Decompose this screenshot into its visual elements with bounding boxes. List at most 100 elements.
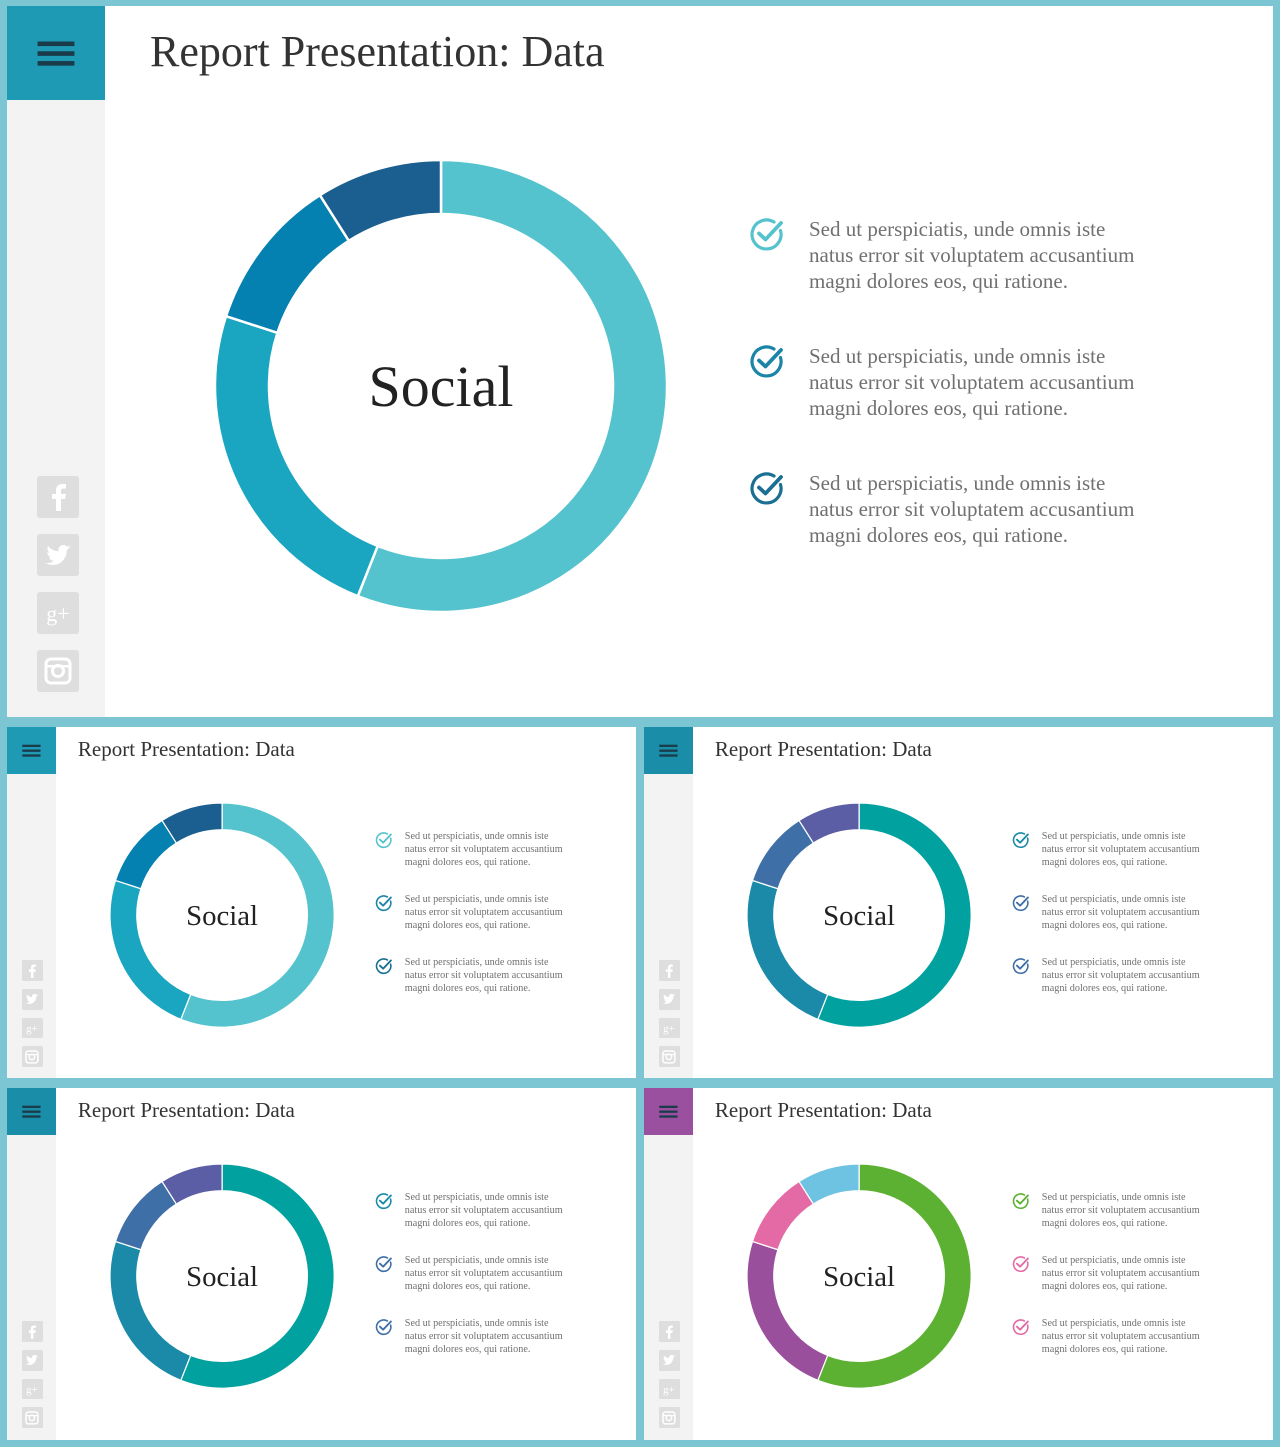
bullet-text-line: magni dolores eos, qui ratione. [404,1280,531,1292]
hamburger-menu-icon [657,1100,680,1123]
google-plus-icon[interactable]: g+ [21,1378,43,1400]
donut-segment [751,1180,815,1251]
menu-button[interactable] [7,727,56,774]
donut-center-label: Social [369,354,514,419]
slide-title: Report Presentation: Data [77,736,295,761]
bullet-text-line: natus error sit voluptatem accusantium [404,1267,563,1279]
bullet-text: Sed ut perspiciatis, unde omnis iste natu… [405,894,563,932]
bullet-item: Sed ut perspiciatis, unde omnis iste natu… [1011,830,1200,869]
svg-text:g+: g+ [46,601,69,626]
twitter-icon[interactable] [37,534,79,576]
google-plus-icon[interactable]: g+ [658,1378,680,1400]
donut-center-label: Social [823,1261,895,1293]
slide-title: Report Presentation: Data [77,1097,295,1122]
bullet-text-line: natus error sit voluptatem accusantium [809,243,1135,267]
bullet-list: Sed ut perspiciatis, unde omnis iste natu… [1011,1191,1259,1370]
facebook-icon[interactable] [21,1321,43,1342]
bullet-text-line: Sed ut perspiciatis, unde omnis iste [404,1192,549,1204]
instagram-icon[interactable] [21,1046,43,1068]
bullet-item: Sed ut perspiciatis, unde omnis iste natu… [374,893,563,932]
bullet-text-line: magni dolores eos, qui ratione. [404,919,531,931]
bullet-text: Sed ut perspiciatis, unde omnis iste natu… [809,216,1134,294]
slide-thumbnail-4[interactable]: Report Presentation: Data Social Sed ut pe… [644,1088,1273,1440]
instagram-icon[interactable] [658,1407,680,1429]
check-circle-icon [374,956,405,981]
donut-chart: Social [746,802,972,1029]
google-plus-icon[interactable]: g+ [658,1017,680,1039]
twitter-icon[interactable] [658,988,680,1010]
donut-segment [356,158,669,614]
donut-chart: Social [109,1163,335,1390]
bullet-item: Sed ut perspiciatis, unde omnis iste natu… [747,468,1134,548]
menu-button[interactable] [7,1088,56,1135]
facebook-icon[interactable] [658,1321,680,1342]
donut-segment [161,1163,223,1206]
hamburger-menu-icon [657,739,680,762]
bullet-text-line: natus error sit voluptatem accusantium [1041,1330,1200,1342]
bullet-text-line: magni dolores eos, qui ratione. [404,1343,531,1355]
donut-chart: Social [746,1163,972,1390]
slide-thumbnail-2[interactable]: Report Presentation: Data Social Sed ut pe… [644,727,1273,1078]
check-circle-icon [1011,1191,1042,1216]
svg-text:g+: g+ [663,1384,675,1396]
instagram-icon[interactable] [658,1046,680,1068]
donut-segment [224,193,351,335]
slide-title: Report Presentation: Data [714,1097,932,1122]
check-circle-icon [1011,830,1042,855]
instagram-icon[interactable] [21,1407,43,1429]
twitter-icon[interactable] [21,988,43,1010]
donut-center-label: Social [823,900,895,932]
bullet-text-line: natus error sit voluptatem accusantium [404,969,563,981]
bullet-text-line: Sed ut perspiciatis, unde omnis iste [1041,1318,1186,1330]
donut-segment [213,314,380,598]
donut-segment [318,158,443,243]
social-links: g+ [658,1321,680,1429]
bullet-text: Sed ut perspiciatis, unde omnis iste natu… [1042,1192,1200,1230]
facebook-icon[interactable] [37,476,79,518]
check-circle-icon [1011,1254,1042,1279]
instagram-icon[interactable] [37,650,79,692]
donut-chart: Social [213,158,669,614]
slide-main: Report Presentation: Data Social Sed ut pe… [7,6,1273,717]
bullet-text: Sed ut perspiciatis, unde omnis iste natu… [405,831,563,869]
bullet-text: Sed ut perspiciatis, unde omnis iste natu… [1042,957,1200,995]
social-links: g+ [21,1321,43,1429]
facebook-icon[interactable] [21,960,43,981]
bullet-text-line: Sed ut perspiciatis, unde omnis iste [1041,1255,1186,1267]
slide-thumbnail-1[interactable]: Report Presentation: Data Social Sed ut pe… [7,727,636,1078]
check-circle-icon [747,341,809,386]
menu-button[interactable] [644,1088,693,1135]
bullet-text-line: Sed ut perspiciatis, unde omnis iste [809,471,1106,495]
social-links: g+ [37,476,79,692]
menu-button[interactable] [644,727,693,774]
donut-segment [180,1163,335,1390]
twitter-icon[interactable] [658,1349,680,1371]
donut-chart: Social [109,802,335,1029]
donut-segment [161,802,223,845]
bullet-text-line: Sed ut perspiciatis, unde omnis iste [1041,957,1186,969]
google-plus-icon[interactable]: g+ [37,592,79,634]
bullet-text-line: natus error sit voluptatem accusantium [1041,843,1200,855]
social-links: g+ [658,960,680,1068]
bullet-text-line: natus error sit voluptatem accusantium [404,843,563,855]
menu-button[interactable] [7,6,105,100]
google-plus-icon[interactable]: g+ [21,1017,43,1039]
bullet-text-line: natus error sit voluptatem accusantium [809,370,1135,394]
bullet-item: Sed ut perspiciatis, unde omnis iste natu… [1011,1254,1200,1293]
twitter-icon[interactable] [21,1349,43,1371]
check-circle-icon [374,1317,405,1342]
check-circle-icon [374,1254,405,1279]
bullet-text: Sed ut perspiciatis, unde omnis iste natu… [1042,1255,1200,1293]
check-circle-icon [747,468,809,513]
facebook-icon[interactable] [658,960,680,981]
bullet-item: Sed ut perspiciatis, unde omnis iste natu… [374,1191,563,1230]
donut-segment [817,1163,972,1390]
bullet-text-line: magni dolores eos, qui ratione. [1041,1280,1168,1292]
donut-segment [109,1241,192,1382]
check-circle-icon [374,893,405,918]
bullet-text: Sed ut perspiciatis, unde omnis iste natu… [809,343,1134,421]
bullet-text-line: natus error sit voluptatem accusantium [404,906,563,918]
donut-center-label: Social [186,1261,258,1293]
bullet-item: Sed ut perspiciatis, unde omnis iste natu… [374,1254,563,1293]
slide-thumbnail-3[interactable]: Report Presentation: Data Social Sed ut pe… [7,1088,636,1440]
